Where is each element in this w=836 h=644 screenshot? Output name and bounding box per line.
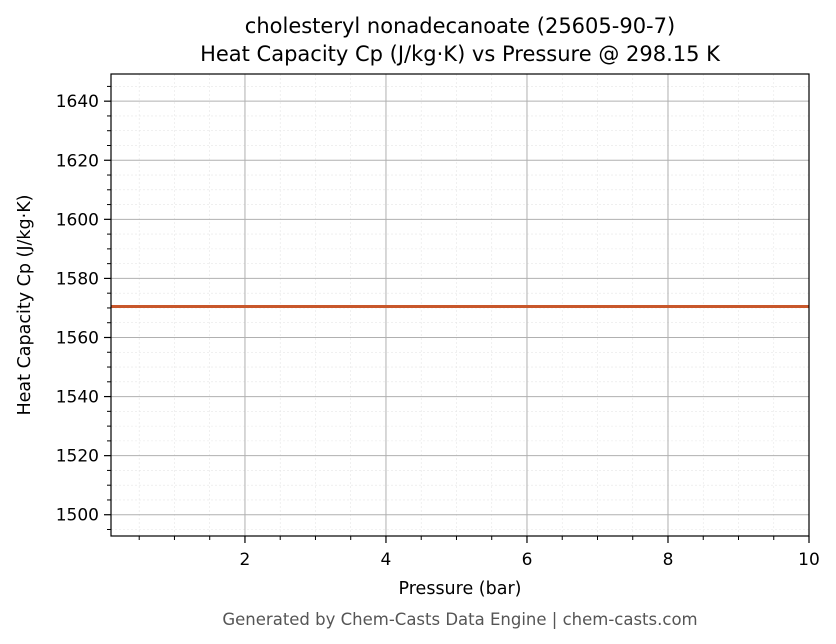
y-tick-label: 1580 <box>56 269 99 289</box>
y-tick-label: 1500 <box>56 506 99 526</box>
y-tick-label: 1640 <box>56 92 99 112</box>
x-tick-label: 6 <box>522 550 533 570</box>
y-axis-ticks: 1500 1520 1540 1560 1580 1600 1620 1640 <box>56 85 111 531</box>
x-axis-label: Pressure (bar) <box>399 579 522 599</box>
plot-area-frame <box>110 73 810 537</box>
x-tick-label: 8 <box>663 550 674 570</box>
y-tick-label: 1520 <box>56 447 99 467</box>
minor-grid <box>111 74 809 536</box>
y-tick-label: 1620 <box>56 151 99 171</box>
x-axis-ticks: 2 4 6 8 10 <box>138 536 820 570</box>
chart-title: cholesteryl nonadecanoate (25605-90-7) <box>245 14 675 38</box>
x-tick-label: 2 <box>240 550 251 570</box>
y-tick-label: 1600 <box>56 210 99 230</box>
y-axis-label: Heat Capacity Cp (J/kg·K) <box>15 195 35 416</box>
x-tick-label: 4 <box>381 550 392 570</box>
x-tick-label: 10 <box>798 550 820 570</box>
chart-subtitle: Heat Capacity Cp (J/kg·K) vs Pressure @ … <box>200 42 721 66</box>
y-tick-label: 1540 <box>56 388 99 408</box>
footer-credit: Generated by Chem-Casts Data Engine | ch… <box>222 610 697 629</box>
y-tick-label: 1560 <box>56 328 99 348</box>
